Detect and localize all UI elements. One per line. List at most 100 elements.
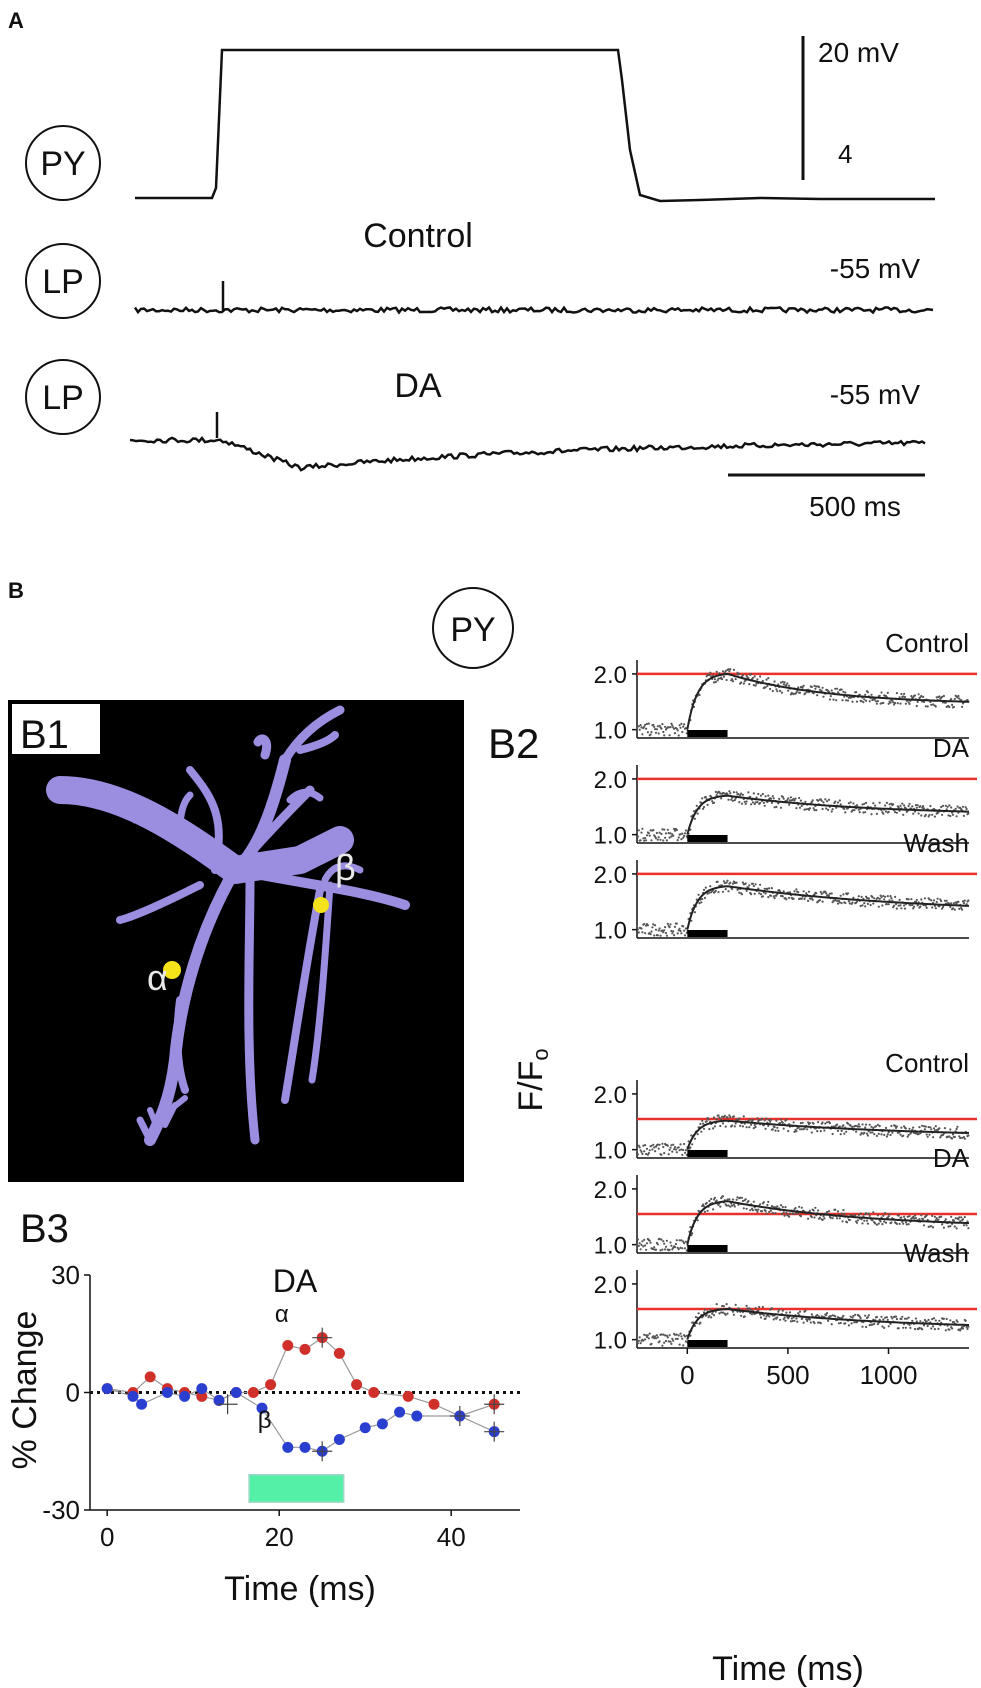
b2-data-point (947, 1225, 950, 1228)
b2-data-point (905, 1223, 908, 1226)
lp-control-vm-label: -55 mV (830, 253, 921, 284)
b2-data-point (729, 1205, 732, 1208)
b2-data-point (805, 892, 808, 895)
b2-data-point (813, 809, 816, 812)
b2-fit-line (686, 1119, 970, 1150)
b2-data-point (779, 806, 783, 809)
b2-data-point (786, 799, 789, 802)
b2-data-point (843, 1212, 846, 1215)
b2-data-point (933, 815, 937, 818)
b2-data-point (839, 1321, 842, 1325)
b2-data-point (665, 1239, 669, 1242)
lp-da-voltage-trace (129, 435, 926, 472)
b2-data-point (712, 1208, 715, 1211)
b2-data-point (967, 1134, 970, 1137)
b2-data-point (826, 1312, 829, 1315)
b2-data-point (877, 1222, 880, 1225)
b2-data-point (907, 898, 910, 901)
b2-data-point (877, 1132, 880, 1135)
b2-data-point (747, 1200, 750, 1203)
b2-data-point (736, 671, 739, 674)
b2-data-point (783, 1214, 786, 1217)
b2-data-point (904, 1326, 908, 1329)
b2-data-point (684, 1340, 688, 1343)
b2-data-point (960, 1216, 963, 1219)
b2-data-point (797, 891, 800, 894)
b2-data-point (788, 803, 791, 806)
b2-data-point (779, 1122, 782, 1125)
b2-data-point (963, 1215, 966, 1219)
b2-subplot-1: 1.0 2.0 DA (594, 733, 977, 850)
b2-condition-label: Control (885, 628, 969, 658)
b2-data-point (748, 683, 751, 686)
b2-data-point (672, 1246, 675, 1249)
b2-data-point (827, 798, 831, 801)
b2-data-point (798, 691, 802, 694)
b2-data-point (933, 1129, 937, 1132)
b2-data-point (668, 1334, 671, 1337)
b2-data-point (945, 899, 948, 902)
b2-data-point (636, 1342, 640, 1345)
b2-data-point (702, 1205, 706, 1208)
b2-data-point (811, 799, 814, 802)
b2-data-point (721, 670, 725, 673)
b2-data-point (795, 1317, 798, 1320)
b2-data-point (866, 1134, 870, 1137)
b2-data-point (954, 807, 957, 810)
b2-data-point (846, 892, 850, 895)
b2-data-point (729, 1116, 732, 1119)
b2-data-point (764, 686, 767, 689)
b2-data-point (733, 1205, 736, 1208)
b2-data-point (669, 1146, 672, 1149)
b2-data-point (918, 1326, 921, 1329)
b2-data-point (646, 731, 650, 734)
b2-data-point (683, 1242, 686, 1245)
b2-data-point (894, 1315, 898, 1318)
b2-data-point (681, 832, 684, 835)
b2-data-point (737, 793, 740, 796)
b2-data-point (885, 903, 889, 906)
b2-data-point (727, 890, 730, 893)
b2-data-point (654, 924, 657, 927)
b3-data-point (101, 1383, 113, 1395)
b2-data-point (868, 1214, 871, 1217)
b2-data-point (661, 1344, 664, 1347)
b3-data-point (333, 1434, 345, 1445)
b2-data-point (701, 1119, 704, 1122)
alpha-site-label: α (147, 957, 168, 998)
b2-data-point (750, 1313, 754, 1316)
b2-data-point (744, 882, 747, 885)
b2-data-point (845, 1130, 848, 1133)
b3-data-point (213, 1394, 225, 1406)
b2-data-point (670, 835, 673, 838)
b2-data-point (902, 1222, 905, 1225)
b2-data-point (731, 680, 735, 683)
b2-data-point (676, 839, 679, 842)
b2-data-point (663, 929, 666, 932)
b2-data-point (715, 1118, 718, 1121)
b2-data-point (738, 891, 741, 894)
b2-data-point (843, 807, 846, 811)
b2-data-point (664, 1248, 667, 1251)
b2-data-point (646, 1153, 650, 1156)
b2-data-point (944, 1329, 947, 1332)
b2-data-point (904, 702, 908, 705)
b2-data-point (959, 1136, 962, 1140)
b2-x-axis: 0 500 1000 (680, 1348, 917, 1390)
b2-data-point (754, 1307, 757, 1310)
b2-data-point (834, 1315, 837, 1318)
b2-data-point (756, 1210, 759, 1213)
b2-data-point (652, 1248, 655, 1251)
b2-data-point (782, 890, 785, 893)
b2-data-point (752, 884, 755, 888)
b2-data-point (647, 722, 650, 725)
b2-data-point (660, 1153, 663, 1156)
b2-data-point (815, 809, 818, 812)
b2-data-point (924, 904, 927, 907)
b2-data-point (715, 1199, 718, 1202)
lp-da-cell-label: LP (25, 359, 101, 435)
b2-data-point (903, 692, 906, 696)
b2-data-point (736, 1196, 739, 1199)
b2-data-point (865, 1132, 869, 1135)
b3-data-point (144, 1371, 156, 1383)
